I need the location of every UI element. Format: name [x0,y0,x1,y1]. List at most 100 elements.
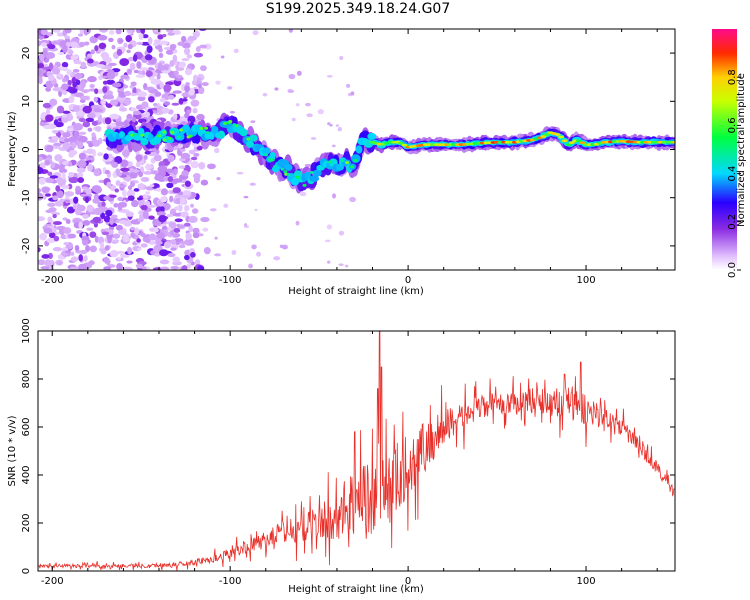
spectrogram-noise-blob [115,224,123,231]
spectrogram-noise-blob [94,235,99,243]
spectrogram-noise-blob [262,92,268,97]
spectrogram-noise-blob [109,217,114,225]
spectrogram-noise-blob [45,209,53,214]
spectrogram-noise-blob [177,41,185,46]
spectrogram-noise-blob [201,82,209,87]
spectrogram-noise-blob [136,197,143,201]
spectrogram-noise-blob [104,117,112,125]
spectrogram-noise-blob [61,184,70,190]
spectrogram-noise-blob [180,148,186,152]
spectrogram-noise-blob [179,197,186,205]
spectrogram-noise-blob [127,246,133,255]
spectrogram-noise-blob [145,70,153,77]
spectrogram-noise-blob [184,205,190,212]
spectrogram-ridge-core [246,140,255,148]
spectrogram-noise-blob [87,76,97,83]
spectrogram-noise-blob [133,188,140,192]
spectrogram-noise-blob [101,231,110,236]
x-tick-label: 0 [405,576,411,587]
spectrogram-noise-blob [103,196,110,201]
y-tick-label: 600 [21,417,32,436]
spectrogram-noise-blob [82,219,91,226]
spectrogram-noise-blob [92,216,102,223]
spectrogram-ridge-core [269,151,276,161]
spectrogram-noise-blob [43,227,53,234]
spectrogram-noise-blob [215,80,221,85]
spectrogram-noise-blob [82,121,91,128]
spectrogram-noise-blob [174,218,183,223]
spectrogram-noise-blob [169,59,175,67]
spectrogram-noise-blob [81,186,89,190]
spectrogram-noise-blob [184,84,191,93]
spectrogram-noise-blob [220,55,225,59]
spectrogram-noise-blob [76,160,87,168]
spectrogram-noise-blob [167,154,174,163]
spectrogram-noise-blob [193,152,200,157]
spectrogram-ridge-peak [228,120,233,124]
spectrogram-noise-blob [167,252,176,258]
spectrogram-noise-blob [48,62,54,71]
spectrogram-noise-blob [118,107,128,112]
colorbar-tick-label: 0.8 [727,69,738,85]
spectrogram-noise-blob [42,66,51,70]
spectrogram-noise-blob [196,145,203,151]
spectrogram-noise-blob [126,189,135,198]
spectrogram-noise-blob [83,41,90,46]
spectrogram-noise-blob [115,180,121,187]
spectrogram-noise-blob [153,247,159,253]
spectrogram-noise-blob [288,73,296,80]
spectrogram-noise-blob [193,74,198,83]
spectrogram-noise-blob [141,70,146,76]
spectrogram-noise-blob [166,213,174,218]
spectrogram-noise-blob [110,122,117,128]
spectrogram-noise-blob [88,142,94,148]
spectrogram-ridge-peak [397,141,404,145]
spectrogram-noise-blob [326,224,332,230]
spectrogram-noise-blob [138,33,144,40]
x-tick-label: -200 [41,576,64,587]
spectrogram-noise-blob [160,196,168,203]
spectrogram-noise-blob [161,107,170,113]
spectrogram-noise-blob [38,69,43,75]
spectrogram-noise-blob [73,123,84,131]
spectrogram-noise-blob [94,45,99,52]
spectrogram-noise-blob [39,162,46,169]
spectrogram-ridge-peak [140,133,145,137]
spectrogram-noise-blob [38,53,45,62]
spectrogram-noise-blob [103,256,109,264]
x-tick-label: -200 [41,275,64,286]
spectrogram-noise-blob [250,120,256,123]
spectrogram-noise-blob [58,51,65,56]
spectrogram-noise-blob [281,244,288,250]
spectrogram-noise-blob [135,263,143,269]
spectrogram-noise-blob [296,70,302,76]
spectrogram-noise-blob [99,241,105,249]
spectrogram-ridge-peak [167,136,172,140]
spectrogram-noise-blob [38,192,44,201]
spectrogram-noise-blob [85,245,90,252]
spectrogram-noise-blob [192,227,200,234]
spectrogram-noise-blob [317,108,324,115]
spectrogram-noise-blob [131,199,139,208]
spectrogram-noise-blob [88,260,95,266]
spectrogram-ridge-peak [162,130,167,134]
spectrogram-noise-blob [130,107,137,112]
spectrogram-noise-blob [63,227,72,235]
spectrogram-noise-blob [109,194,117,198]
spectrogram-noise-blob [77,135,88,143]
spectrogram-noise-blob [67,79,72,86]
spectrogram-noise-blob [178,244,186,249]
spectrogram-noise-blob [45,86,52,92]
spectrogram-noise-blob [111,214,118,219]
spectrogram-noise-blob [135,29,142,34]
spectrogram-noise-blob [53,221,62,226]
spectrogram-noise-blob [127,43,133,50]
snr-xlabel: Height of straight line (km) [288,584,424,595]
spectrogram-noise-blob [68,95,75,104]
spectrogram-noise-blob [339,56,344,61]
spectrogram-ridge-peak [223,121,228,125]
spectrogram-noise-blob [350,91,355,96]
spectrogram-ridge-core [182,124,191,133]
spectrogram-noise-blob [106,181,112,188]
